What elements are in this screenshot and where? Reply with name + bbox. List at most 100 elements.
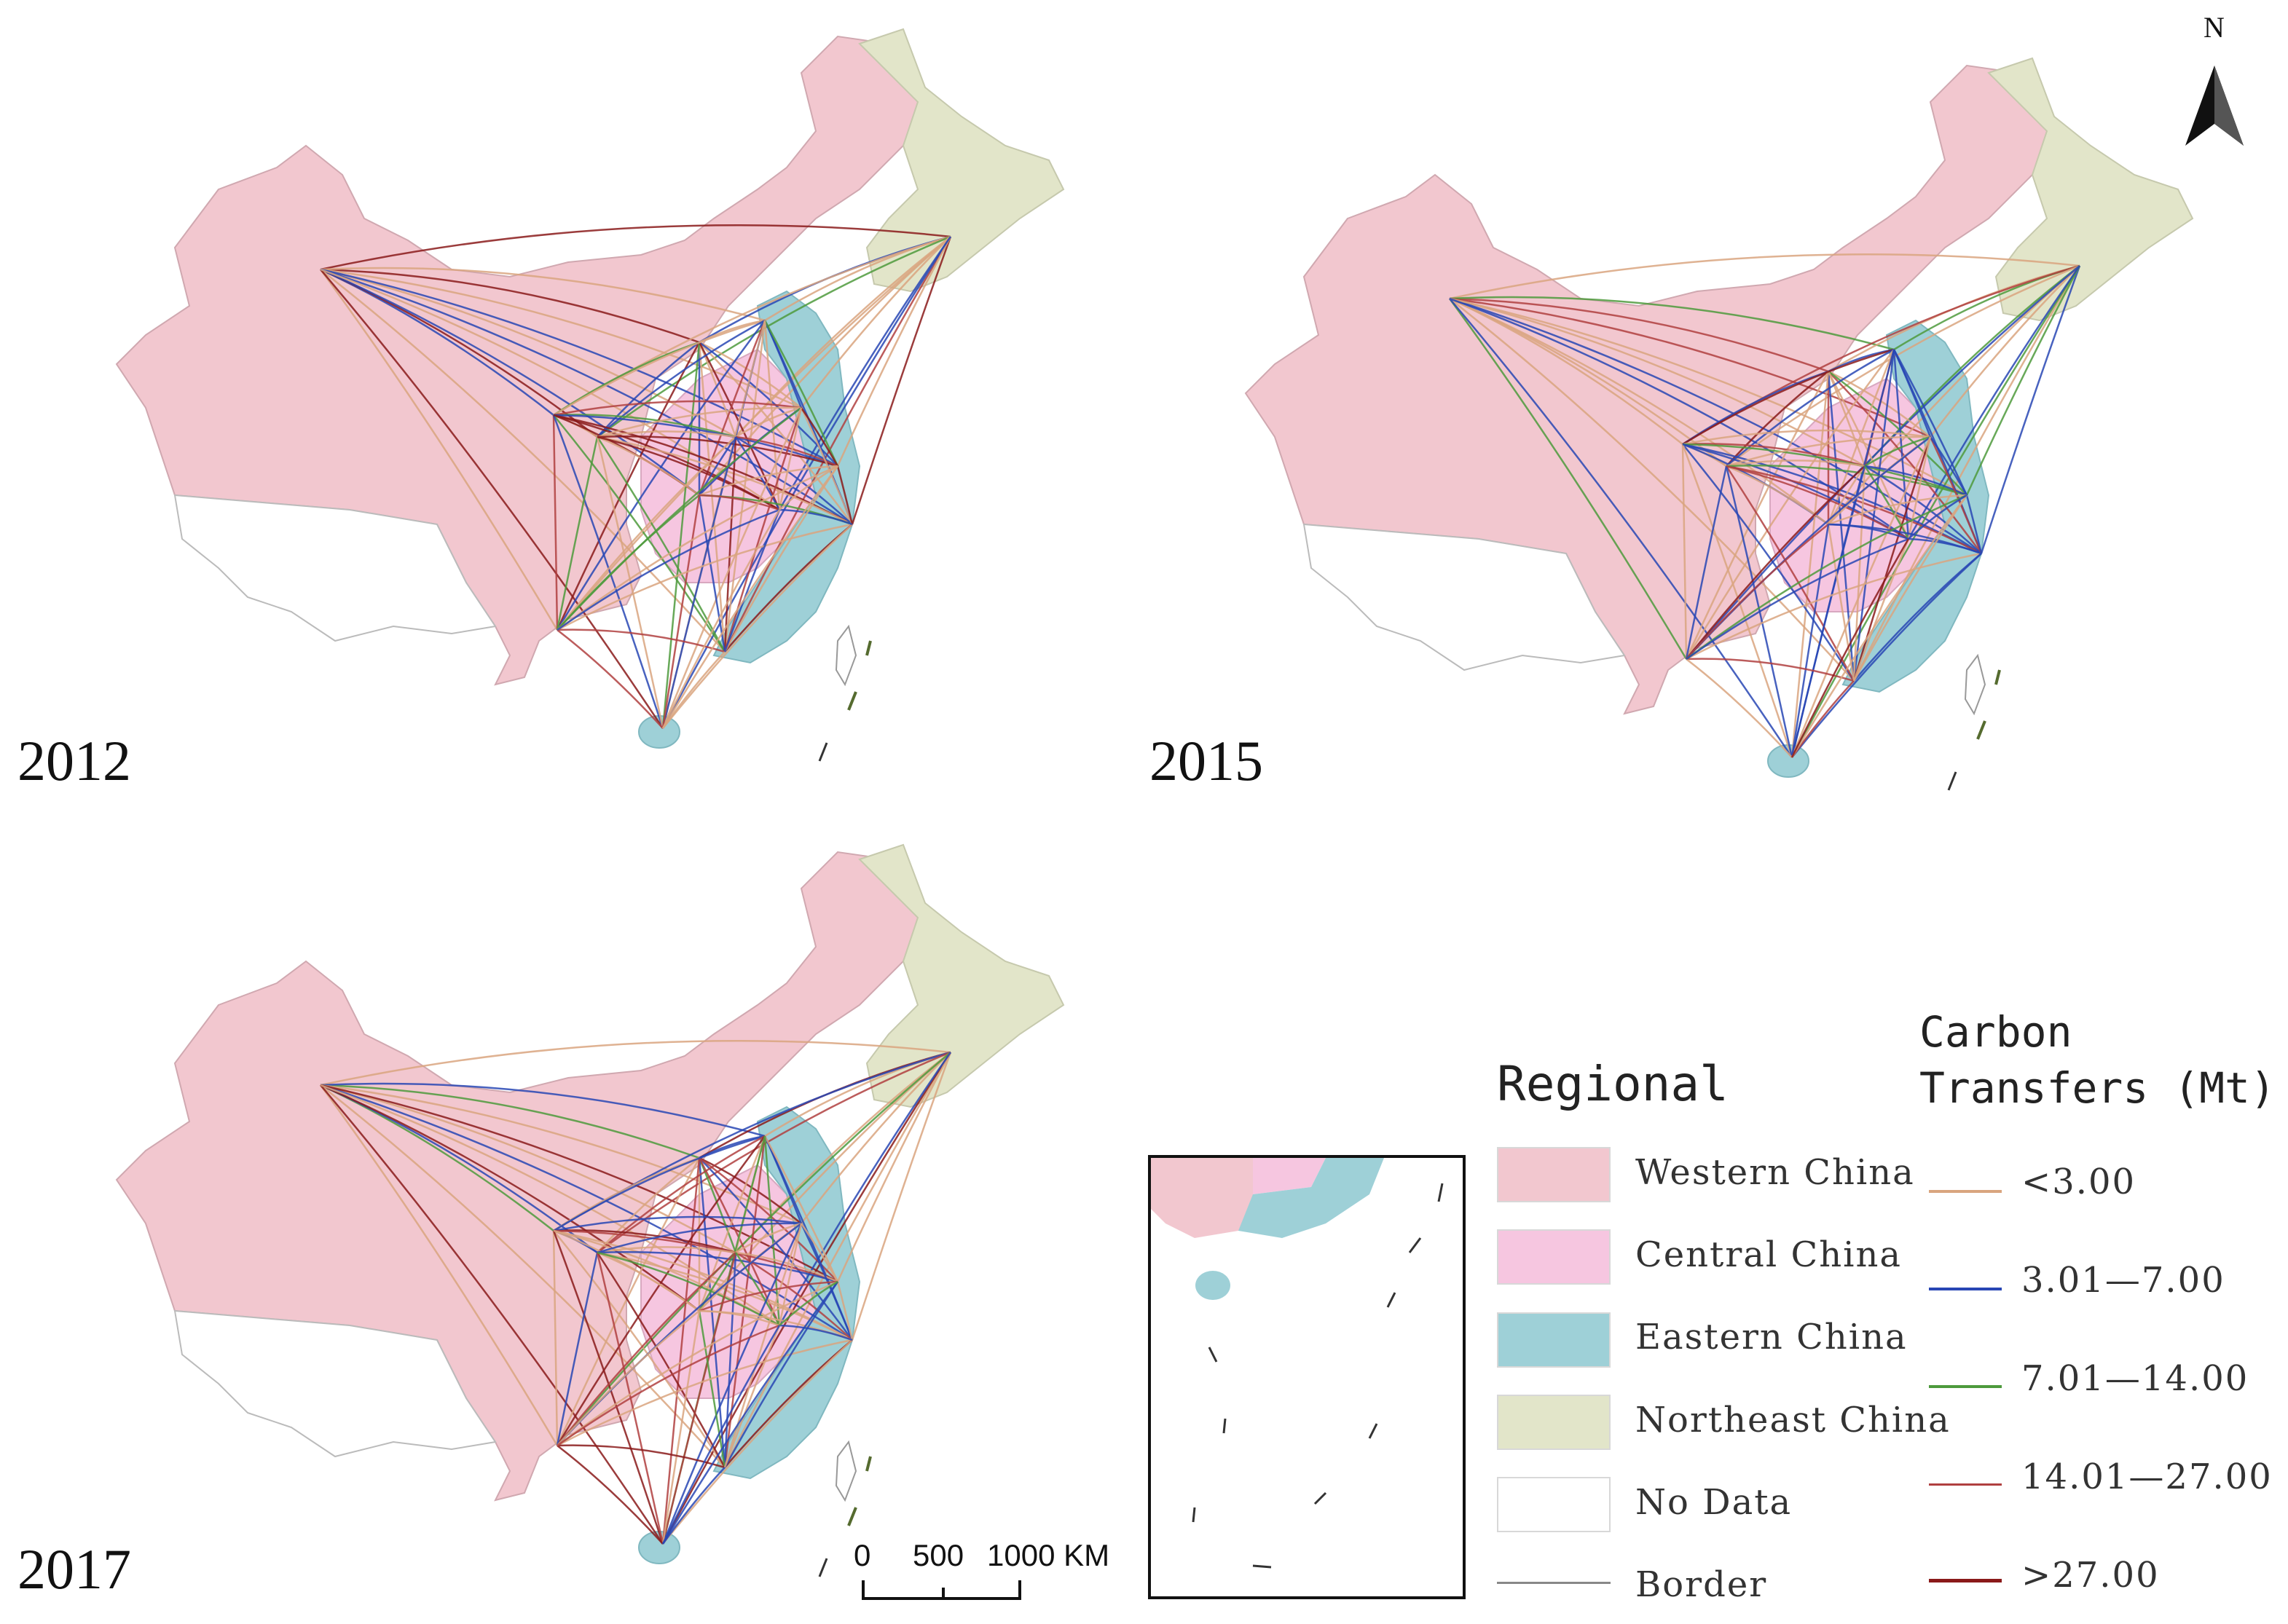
carbon-flow-line bbox=[557, 523, 853, 631]
swatch-14-27 bbox=[1929, 1483, 2002, 1486]
carbon-flow-line bbox=[556, 1252, 599, 1446]
carbon-flow-line bbox=[320, 269, 726, 653]
carbon-flow-line bbox=[723, 320, 766, 653]
carbon-flow-line bbox=[1726, 460, 1866, 468]
carbon-flow-line bbox=[699, 1280, 838, 1312]
carbon-flow-line bbox=[1790, 538, 1910, 758]
carbon-flow-line bbox=[320, 1082, 766, 1138]
swatch-western-china bbox=[1497, 1147, 1611, 1202]
carbon-flow-line bbox=[1682, 443, 1866, 468]
legend-western-china: Western China bbox=[1635, 1152, 1915, 1193]
carbon-flow-line bbox=[1827, 371, 1866, 467]
carbon-flow-line bbox=[1852, 494, 1968, 682]
carbon-flow-line bbox=[320, 1084, 700, 1159]
carbon-flow-line bbox=[699, 341, 802, 409]
carbon-flow-line bbox=[596, 1252, 664, 1545]
carbon-flow-line bbox=[320, 267, 766, 322]
carbon-flow-line bbox=[553, 1135, 766, 1232]
carbon-flow-line bbox=[320, 1084, 664, 1545]
carbon-flow-line bbox=[597, 430, 736, 438]
carbon-flow-line bbox=[320, 268, 700, 496]
carbon-flow-line bbox=[698, 1157, 737, 1253]
swatch-border bbox=[1497, 1582, 1611, 1584]
carbon-flow-line bbox=[698, 342, 737, 438]
year-label-2017: 2017 bbox=[17, 1537, 131, 1601]
carbon-flow-line bbox=[1790, 494, 1968, 758]
scale-label-500: 500 bbox=[913, 1538, 964, 1572]
legend-northeast-china: Northeast China bbox=[1635, 1400, 1951, 1440]
carbon-flow-line bbox=[851, 1052, 952, 1341]
carbon-flow-line bbox=[1686, 552, 1982, 661]
carbon-flow-line bbox=[597, 1246, 736, 1254]
carbon-flow-line bbox=[556, 436, 599, 631]
carbon-flow-line bbox=[553, 414, 736, 438]
carbon-flow-line bbox=[552, 1230, 664, 1545]
swatch-lt3 bbox=[1929, 1190, 2002, 1193]
carbon-flow-line bbox=[662, 1339, 853, 1545]
carbon-flow-line bbox=[1790, 465, 1866, 758]
carbon-flow-line bbox=[1682, 444, 1855, 682]
carbon-flow-line bbox=[1686, 494, 1967, 661]
carbon-flow-line bbox=[1864, 435, 1931, 468]
carbon-flow-line bbox=[661, 1223, 803, 1545]
carbon-flow-line bbox=[553, 1229, 736, 1254]
carbon-flow-line bbox=[778, 1223, 803, 1326]
carbon-flow-line bbox=[1685, 371, 1830, 660]
carbon-flow-line bbox=[597, 435, 700, 497]
carbon-flow-line bbox=[320, 1084, 700, 1312]
carbon-flow-line bbox=[553, 319, 766, 417]
carbon-flow-line bbox=[734, 1252, 781, 1326]
south-china-sea-inset bbox=[1148, 1155, 1466, 1599]
carbon-flow-line bbox=[723, 1223, 803, 1468]
carbon-flow-line bbox=[1449, 253, 2080, 300]
carbon-flow-line bbox=[556, 1135, 766, 1446]
carbon-flow-line bbox=[557, 629, 664, 729]
carbon-flow-line bbox=[723, 436, 737, 653]
carbon-flow-line bbox=[1929, 436, 1968, 496]
carbon-flow-line bbox=[763, 1135, 781, 1326]
carbon-flow-line bbox=[1828, 494, 1967, 526]
carbon-flow-line bbox=[1726, 465, 1909, 540]
carbon-flow-line bbox=[1686, 658, 1793, 758]
carbon-flow-line bbox=[1828, 370, 1931, 438]
carbon-flow-line bbox=[597, 1250, 838, 1283]
north-label: N bbox=[2204, 11, 2225, 44]
carbon-flows-2015 bbox=[1448, 253, 2081, 758]
carbon-flow-line bbox=[836, 1281, 854, 1341]
carbon-flow-line bbox=[723, 236, 952, 653]
year-label-2015: 2015 bbox=[1149, 729, 1263, 792]
map-panel-2017 bbox=[115, 843, 1065, 1578]
carbon-flow-line bbox=[1892, 349, 1968, 496]
carbon-flow-line bbox=[557, 508, 780, 631]
carbon-flow-line bbox=[800, 1223, 854, 1341]
carbon-flow-line bbox=[557, 1324, 780, 1447]
carbon-flow-line bbox=[1686, 465, 1866, 660]
carbon-flow-line bbox=[320, 1039, 951, 1087]
carbon-flow-line bbox=[1685, 349, 1895, 660]
carbon-flow-line bbox=[723, 1281, 839, 1468]
carbon-flow-line bbox=[320, 224, 951, 271]
map-panel-2015 bbox=[1244, 57, 2194, 792]
carbon-flow-line bbox=[320, 268, 736, 438]
carbon-flow-line bbox=[779, 1280, 838, 1326]
carbon-flow-line bbox=[557, 494, 700, 631]
carbon-flow-line bbox=[597, 435, 838, 468]
transfers-legend-title-2: Transfers (Mt) bbox=[1919, 1063, 2276, 1113]
carbon-flow-line bbox=[1980, 265, 2081, 554]
carbon-flow-line bbox=[763, 1135, 839, 1282]
swatch-northeast-china bbox=[1497, 1395, 1611, 1450]
carbon-flow-line bbox=[1449, 297, 1829, 525]
legend-border: Border bbox=[1635, 1564, 1768, 1605]
carbon-flow-line bbox=[1907, 436, 1932, 540]
carbon-flows-2012 bbox=[319, 224, 952, 729]
carbon-flow-line bbox=[319, 1084, 559, 1446]
carbon-flow-line bbox=[699, 1309, 780, 1327]
carbon-flow-line bbox=[836, 236, 952, 467]
carbon-flow-line bbox=[801, 1052, 951, 1224]
carbon-flow-line bbox=[1790, 436, 1932, 758]
carbon-flow-line bbox=[1790, 524, 1830, 758]
carbon-flow-line bbox=[699, 465, 838, 497]
carbon-flow-line bbox=[553, 414, 838, 468]
swatch-no-data bbox=[1497, 1477, 1611, 1532]
carbon-flow-line bbox=[557, 465, 838, 631]
